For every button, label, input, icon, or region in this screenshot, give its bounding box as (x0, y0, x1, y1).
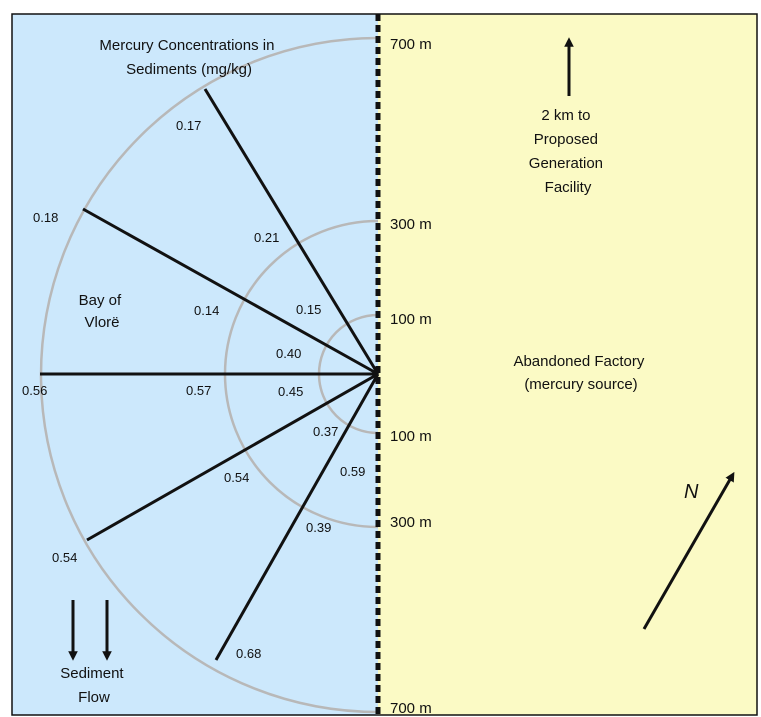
concentration-label: 0.15 (296, 302, 321, 317)
distance-label-south-700: 700 m (390, 700, 432, 717)
north-arrow-icon (642, 471, 735, 630)
frame-border (11, 13, 758, 716)
concentration-label: 0.14 (194, 303, 219, 318)
distance-label-south-100: 100 m (390, 428, 432, 445)
transect-line (214, 373, 380, 661)
bay-label-line-2: Vlorë (84, 314, 119, 331)
concentration-label: 0.59 (340, 464, 365, 479)
distance-label-south-300: 300 m (390, 514, 432, 531)
factory-label-line-2: (mercury source) (524, 376, 637, 393)
facility-label: 2 km to Proposed Generation Facility (529, 107, 607, 196)
transect-line (86, 372, 379, 542)
concentration-label: 0.45 (278, 384, 303, 399)
transect-line (82, 207, 379, 376)
land-area (378, 14, 757, 715)
sediment-flow-label: Sediment Flow (60, 665, 128, 706)
concentration-label: 0.54 (52, 550, 77, 565)
concentration-label: 0.37 (313, 424, 338, 439)
sediment-label-line-2: Flow (78, 689, 110, 706)
facility-label-line-3: Generation (529, 155, 603, 172)
concentration-label: 0.18 (33, 210, 58, 225)
bay-label-line-1: Bay of (79, 292, 122, 309)
concentration-label: 0.40 (276, 346, 301, 361)
distance-label-north-300: 300 m (390, 216, 432, 233)
distance-label-north-100: 100 m (390, 311, 432, 328)
concentration-label: 0.39 (306, 520, 331, 535)
distance-label-north-700: 700 m (390, 36, 432, 53)
concentration-label: 0.17 (176, 118, 201, 133)
north-label: N (684, 481, 699, 503)
concentration-label: 0.68 (236, 646, 261, 661)
factory-label-line-1: Abandoned Factory (513, 353, 644, 370)
bay-label: Bay of Vlorë (79, 292, 126, 331)
factory-label: Abandoned Factory (mercury source) (513, 353, 648, 393)
transect-line (203, 88, 380, 375)
facility-label-line-1: 2 km to (541, 107, 590, 124)
sediment-label-line-1: Sediment (60, 665, 124, 682)
facility-label-line-2: Proposed (534, 131, 598, 148)
concentration-label: 0.56 (22, 383, 47, 398)
concentration-label: 0.57 (186, 383, 211, 398)
title-line-2: Sediments (mg/kg) (126, 61, 252, 78)
diagram-title: Mercury Concentrations in Sediments (mg/… (99, 37, 278, 78)
concentration-label: 0.21 (254, 230, 279, 245)
title-line-1: Mercury Concentrations in (99, 37, 274, 54)
facility-label-line-4: Facility (545, 179, 592, 196)
concentration-label: 0.54 (224, 470, 249, 485)
bay-water (12, 14, 378, 715)
